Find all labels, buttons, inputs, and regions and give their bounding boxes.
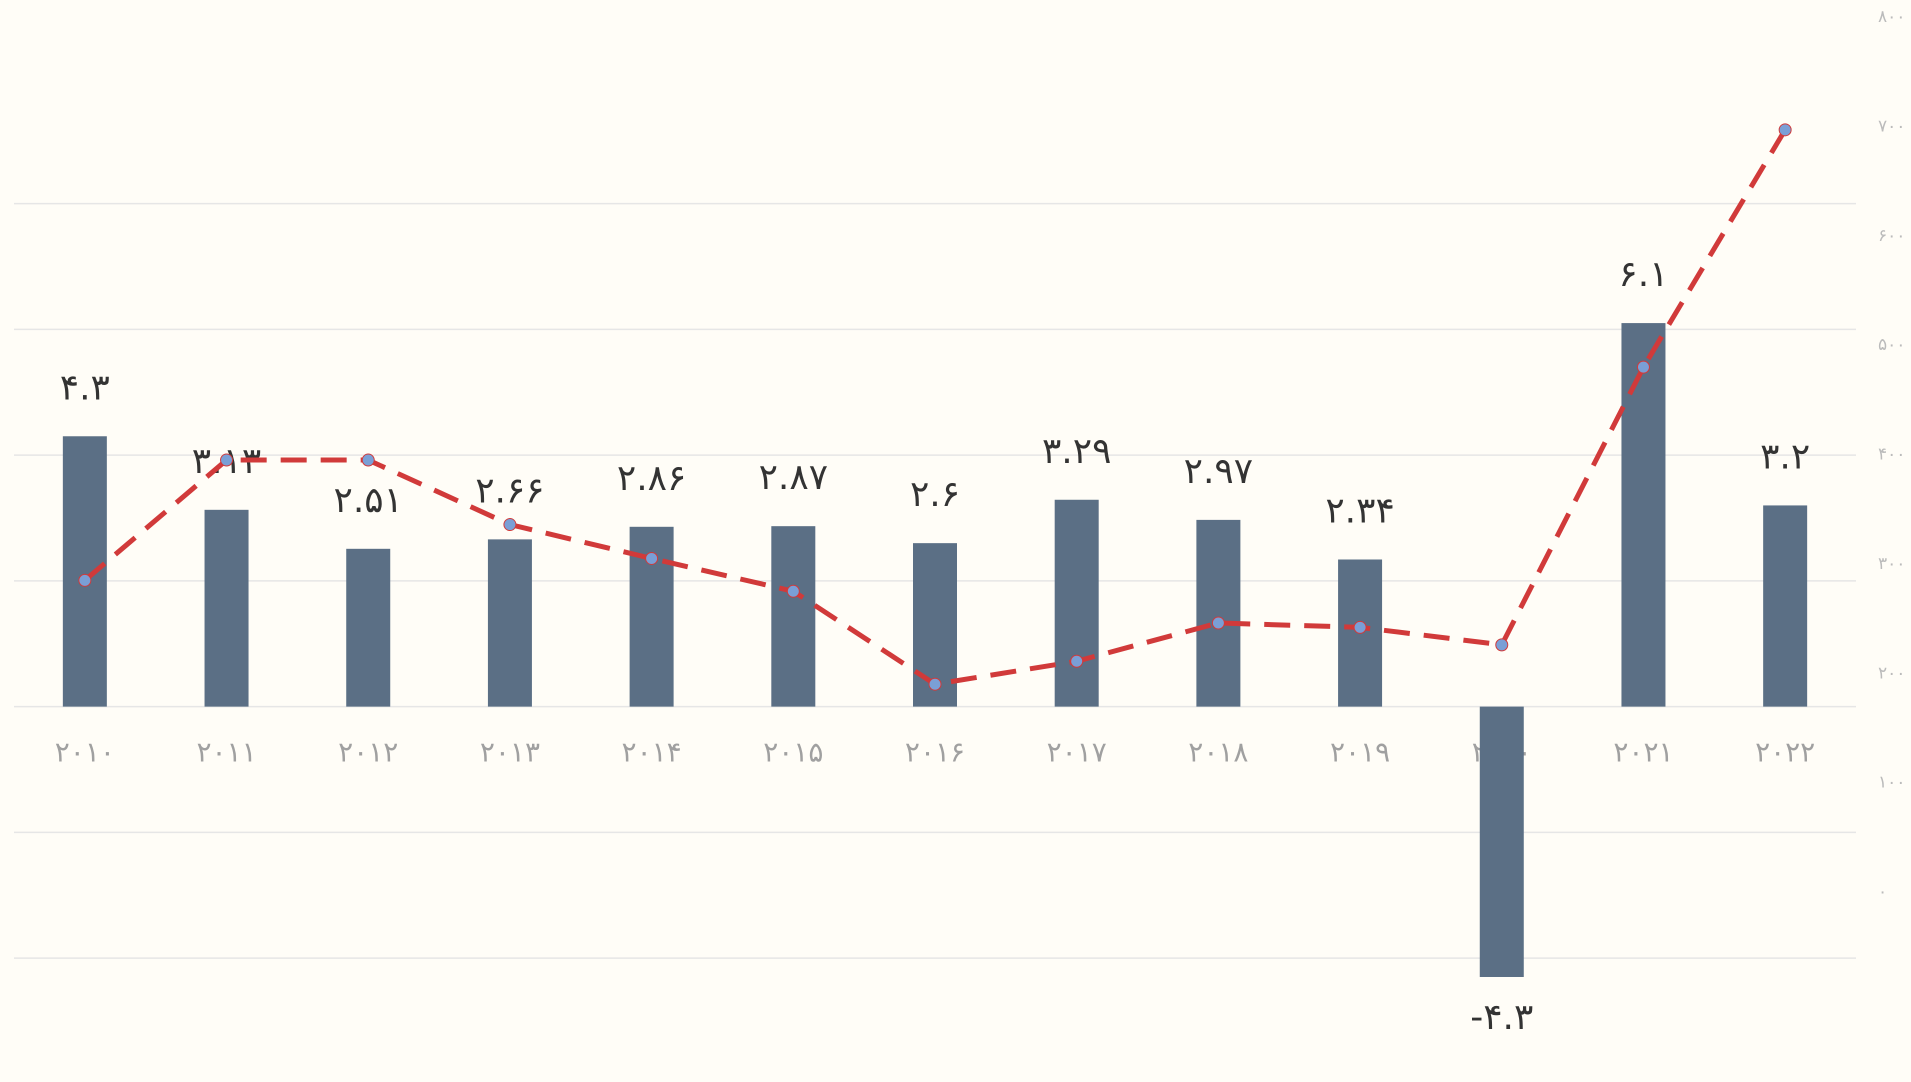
line-marker (645, 551, 659, 565)
data-label: ۴.۳ (60, 367, 110, 408)
x-tick-label: ۲۰۱۴ (622, 736, 682, 769)
data-label: ۲.۸۷ (759, 457, 828, 498)
bar (771, 526, 816, 707)
x-tick-label: ۲۰۱۹ (1330, 736, 1390, 769)
y2-tick-label: ۱۰۰ (1878, 773, 1905, 793)
bar (1054, 499, 1099, 707)
x-tick-label: ۲۰۲۱ (1613, 736, 1673, 769)
data-label: ۲.۹۷ (1184, 451, 1253, 492)
x-tick-label: ۲۰۱۸ (1188, 736, 1248, 769)
x-tick-label: ۲۰۱۵ (763, 736, 823, 769)
line-marker (1070, 654, 1084, 668)
line-marker (928, 677, 942, 691)
line-marker (1636, 360, 1650, 374)
line-marker (361, 453, 375, 467)
y2-tick-label: ۷۰۰ (1878, 117, 1905, 137)
y2-tick-label: ۴۰۰ (1878, 445, 1905, 465)
bar (346, 548, 391, 707)
bar (1621, 323, 1666, 707)
bar (487, 539, 532, 707)
x-tick-label: ۲۰۲۲ (1755, 736, 1815, 769)
x-tick-label: ۲۰۱۲ (338, 736, 398, 769)
line-marker (1211, 616, 1225, 630)
line-marker (1495, 638, 1509, 652)
data-label: ۲.۶۶ (475, 470, 544, 511)
y2-tick-label: ۲۰۰ (1878, 663, 1905, 683)
data-label: ۳.۲ (1760, 436, 1810, 477)
data-label: ۲.۸۶ (617, 458, 686, 499)
bar (1479, 706, 1524, 977)
line-marker (503, 518, 517, 532)
data-label: ۲.۶ (910, 474, 960, 515)
data-label: ۳.۲۹ (1042, 431, 1111, 472)
data-label: ۲.۵۱ (334, 480, 403, 521)
x-tick-label: ۲۰۱۰ (55, 736, 115, 769)
x-tick-label: ۲۰۱۳ (480, 736, 540, 769)
y2-tick-label: ۶۰۰ (1878, 226, 1905, 246)
y2-tick-label: ۸۰۰ (1878, 7, 1905, 27)
x-tick-label: ۲۰۱۶ (905, 736, 965, 769)
x-tick-label: ۲۰۱۱ (196, 736, 256, 769)
line-marker (1353, 620, 1367, 634)
line-marker (78, 573, 92, 587)
y2-tick-label: ۰ (1878, 882, 1887, 902)
data-label: ۲.۳۴ (1325, 490, 1394, 531)
line-marker (220, 453, 234, 467)
line-marker (1778, 123, 1792, 137)
bar (1196, 519, 1241, 707)
line-marker (786, 584, 800, 598)
bar (62, 436, 107, 707)
y2-tick-label: ۵۰۰ (1878, 335, 1905, 355)
bar (204, 509, 249, 707)
data-label: -۴.۳ (1470, 997, 1533, 1038)
y2-tick-label: ۳۰۰ (1878, 554, 1905, 574)
data-label: ۶.۱ (1618, 254, 1668, 295)
bar (1763, 505, 1808, 707)
x-tick-label: ۲۰۱۷ (1047, 736, 1107, 769)
